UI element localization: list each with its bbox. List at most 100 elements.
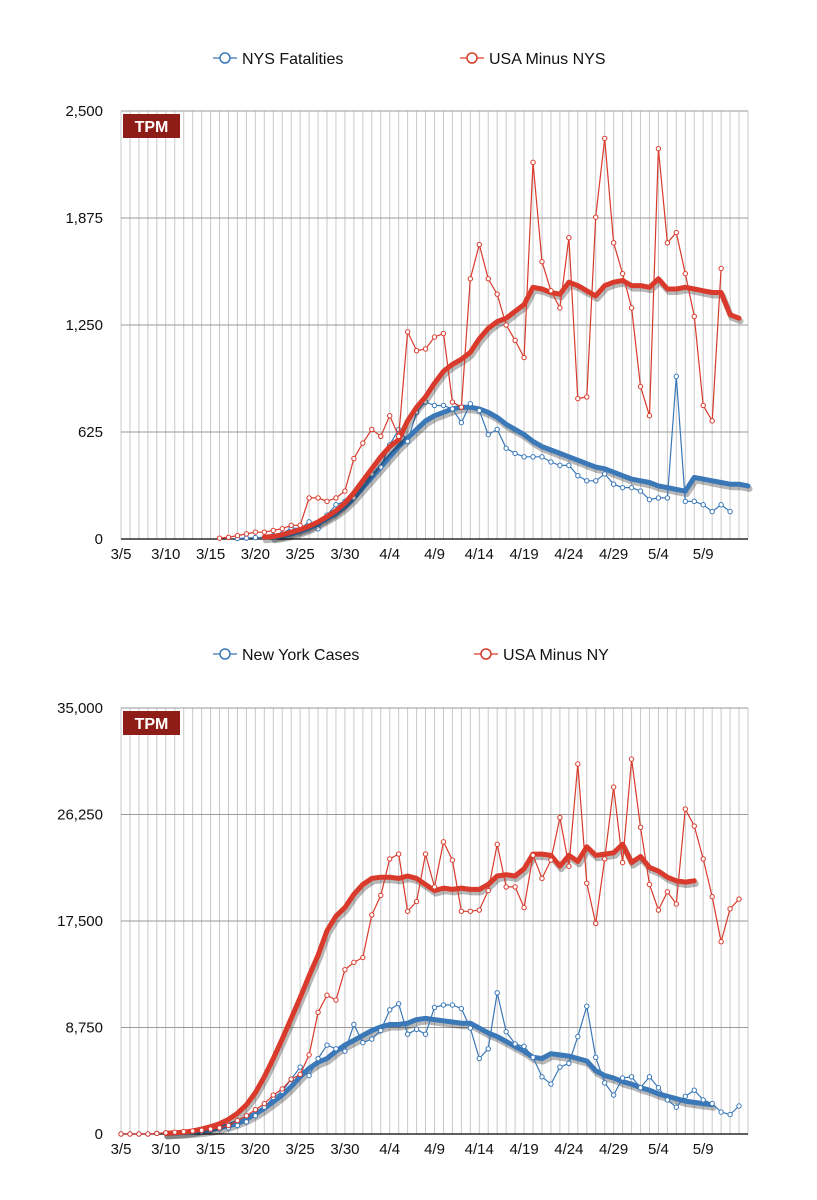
data-point <box>512 884 518 890</box>
data-point <box>360 440 366 446</box>
data-point <box>333 997 339 1003</box>
data-point <box>673 1104 680 1110</box>
data-point <box>387 856 393 862</box>
data-point <box>243 1119 250 1125</box>
data-point <box>422 346 429 352</box>
x-tick-label: 3/10 <box>151 546 180 563</box>
x-tick-label: 4/4 <box>379 546 400 563</box>
x-tick-label: 4/4 <box>379 1141 400 1158</box>
avg-line <box>261 276 742 540</box>
legend-marker-icon <box>480 648 492 660</box>
data-point <box>315 526 321 532</box>
legend-marker-icon <box>466 52 478 64</box>
data-point <box>243 1113 250 1119</box>
x-tick-label: 4/19 <box>509 1141 538 1158</box>
data-point <box>369 912 375 918</box>
data-point <box>440 402 447 409</box>
data-point <box>485 276 491 282</box>
data-point <box>342 488 348 494</box>
data-point <box>610 481 617 487</box>
data-point <box>333 502 339 508</box>
data-point <box>557 814 563 821</box>
data-point <box>378 464 384 470</box>
data-point <box>548 459 554 465</box>
data-point <box>628 305 635 311</box>
data-point <box>619 484 626 491</box>
data-point <box>530 1054 536 1061</box>
data-point <box>593 478 599 484</box>
data-point <box>646 413 653 419</box>
data-point <box>539 875 545 882</box>
data-point <box>136 1131 142 1137</box>
data-point <box>655 145 662 152</box>
tpm-logo: TPM <box>123 711 180 735</box>
data-point <box>601 1080 608 1086</box>
series-usa-minus-nys <box>216 135 744 544</box>
data-point <box>270 1092 276 1098</box>
data-point <box>351 959 357 966</box>
y-tick-label: 625 <box>78 424 103 441</box>
data-point <box>646 1074 653 1080</box>
x-tick-label: 3/25 <box>286 1141 315 1158</box>
data-point <box>270 527 276 534</box>
data-point <box>252 1113 259 1119</box>
data-point <box>637 824 644 830</box>
data-point <box>234 1117 241 1124</box>
data-point <box>718 265 724 272</box>
data-point <box>387 413 393 419</box>
data-point <box>530 454 536 460</box>
gridlines <box>120 110 749 540</box>
data-point <box>673 373 680 380</box>
data-point <box>288 522 294 529</box>
x-tick-label: 3/20 <box>241 1141 270 1158</box>
data-point <box>593 920 599 927</box>
data-point <box>682 806 688 812</box>
data-point <box>261 1100 268 1107</box>
data-point <box>422 851 429 857</box>
data-point <box>601 471 608 477</box>
data-point <box>521 454 527 460</box>
data-point <box>252 534 259 541</box>
x-tick-label: 4/19 <box>509 546 538 563</box>
data-point <box>700 856 706 862</box>
data-point <box>297 522 303 529</box>
legend-label: New York Cases <box>242 647 359 664</box>
x-tick-label: 4/24 <box>554 1141 583 1158</box>
x-tick-label: 5/9 <box>693 1141 714 1158</box>
data-point <box>476 1055 482 1062</box>
data-point <box>476 407 482 414</box>
series-usa-minus-ny <box>118 756 742 1140</box>
data-point <box>727 1111 733 1118</box>
data-point <box>243 535 250 541</box>
y-tick-label: 1,875 <box>65 210 103 227</box>
data-point <box>575 472 581 479</box>
data-point <box>682 270 688 277</box>
data-point <box>584 880 590 886</box>
legend-item: USA Minus NY <box>474 647 609 664</box>
data-point <box>512 337 518 344</box>
data-point <box>494 291 500 297</box>
data-point <box>494 426 500 433</box>
data-point <box>476 241 482 248</box>
legend: New York Cases USA Minus NY <box>213 647 609 664</box>
data-point <box>198 1127 205 1134</box>
daily-line <box>121 759 740 1135</box>
chart-nys-fatalities: 0 625 1,250 1,875 2,500 3/5 3/10 3/15 3/20 3/25 3/… <box>65 51 753 563</box>
data-point <box>718 1109 724 1115</box>
data-point <box>449 857 456 863</box>
x-tick-label: 3/15 <box>196 546 225 563</box>
data-point <box>467 276 474 282</box>
data-point <box>431 402 438 409</box>
x-tick-label: 3/30 <box>330 546 359 563</box>
data-point <box>610 784 617 790</box>
x-tick-label: 3/25 <box>286 546 315 563</box>
legend-label: USA Minus NYS <box>489 51 605 68</box>
data-point <box>691 498 697 505</box>
data-point <box>413 347 420 354</box>
y-tick-label: 0 <box>95 1126 103 1143</box>
x-tick-label: 5/9 <box>693 546 714 563</box>
data-point <box>404 438 411 445</box>
data-point <box>342 1048 348 1054</box>
daily-line <box>121 992 740 1135</box>
